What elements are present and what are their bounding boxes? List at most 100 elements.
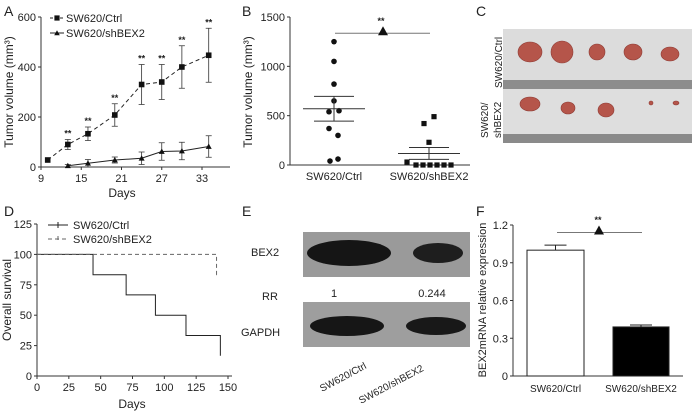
legend-label-ctrl: SW620/Ctrl xyxy=(66,13,122,25)
x-category-label: SW620/Ctrl xyxy=(530,384,581,395)
data-point xyxy=(158,148,165,154)
error-bar xyxy=(544,244,567,251)
panel-d-survival-chart: 0 25 50 75 100 125 0 25 50 75 100 125 150 Days Overall… xyxy=(0,219,237,411)
data-point xyxy=(111,112,118,118)
x-tick-label: 50 xyxy=(95,382,107,394)
data-point xyxy=(448,162,454,168)
legend-label-ctrl: SW620/Ctrl xyxy=(73,220,129,232)
significance-triangle xyxy=(378,26,388,36)
error-bar xyxy=(630,324,652,327)
legend-label-sh: SW620/shBEX2 xyxy=(73,234,152,246)
data-point xyxy=(421,120,427,127)
data-point xyxy=(138,81,145,88)
x-tick-label: 0 xyxy=(34,382,40,394)
significance-mark: ** xyxy=(205,17,213,27)
x-tick-label: 21 xyxy=(115,173,127,185)
data-point xyxy=(434,162,440,168)
mean-sem-bar xyxy=(303,95,365,122)
panel-letters: A B C D E F xyxy=(4,3,486,219)
y-tick-label: 75 xyxy=(20,280,32,292)
x-tick-label: 100 xyxy=(155,382,173,394)
x-tick-label: 15 xyxy=(75,173,87,185)
data-point xyxy=(335,132,341,139)
panel-a-tumor-growth-chart: 0 200 400 600 9 15 21 27 33 Days Tumor volume (mm³… xyxy=(2,12,230,200)
x-tick-label: 125 xyxy=(187,382,205,394)
data-point xyxy=(331,81,337,87)
x-category-label: SW620/Ctrl xyxy=(306,171,362,183)
panel-letter-d: D xyxy=(4,203,14,219)
y-tick-label: 200 xyxy=(18,112,36,124)
data-point xyxy=(413,162,419,168)
y-axis-label: Overall survival xyxy=(0,259,14,341)
x-tick-label: 33 xyxy=(196,173,208,185)
legend-label-sh: SW620/shBEX2 xyxy=(66,28,145,40)
data-point xyxy=(441,162,447,168)
data-point xyxy=(64,162,71,169)
panel-letter-b: B xyxy=(242,3,251,19)
x-tick-label: 9 xyxy=(38,173,44,185)
x-tick-label: 150 xyxy=(219,382,237,394)
data-point xyxy=(138,155,145,161)
y-tick-label: 600 xyxy=(18,12,36,24)
data-point xyxy=(111,157,118,163)
y-tick-label: 125 xyxy=(14,219,32,231)
y-tick-label: 100 xyxy=(14,249,32,261)
significance-mark: ** xyxy=(64,129,72,139)
data-point xyxy=(426,139,432,145)
data-point xyxy=(431,114,437,120)
data-point xyxy=(427,162,433,168)
legend: SW620/Ctrl SW620/shBEX2 xyxy=(50,13,145,40)
photo-row-label-sh-2: shBEX2 xyxy=(493,101,504,138)
panel-e-western-blot: BEX2 RR 1 0.244 GAPDH SW620/Ctrl SW620/s… xyxy=(241,232,470,407)
y-tick-label: 25 xyxy=(20,341,32,353)
data-point xyxy=(336,107,342,114)
data-point xyxy=(335,156,341,162)
panel-letter-e: E xyxy=(242,203,251,219)
y-tick-label: 0.9 xyxy=(493,258,508,270)
bar-shbex2 xyxy=(612,326,670,377)
data-point xyxy=(404,159,410,165)
panel-f-mrna-bar-chart: 0 0.3 0.6 0.9 1.2 BEX2mRNA relative expressio… xyxy=(477,215,683,395)
data-point xyxy=(65,141,71,148)
significance-mark: ** xyxy=(158,54,166,64)
rr-label: RR xyxy=(262,291,278,303)
significance-mark: ** xyxy=(84,116,92,126)
y-tick-label: 0.6 xyxy=(493,296,508,308)
legend-marker-ctrl xyxy=(54,15,60,21)
series-shbex2 xyxy=(64,135,212,169)
series-ctrl xyxy=(303,38,365,164)
x-tick-label: 75 xyxy=(126,382,138,394)
data-point xyxy=(205,52,212,59)
lane-label-ctrl: SW620/Ctrl xyxy=(318,361,368,395)
series-shbex2 xyxy=(398,114,460,168)
y-tick-label: 500 xyxy=(267,111,285,123)
significance-triangle xyxy=(594,225,604,235)
legend-marker-sh xyxy=(54,30,60,36)
band-label-bex2: BEX2 xyxy=(251,247,279,259)
data-point xyxy=(420,162,426,168)
photo-row-label-sh-1: SW620/ xyxy=(480,102,491,138)
y-tick-label: 1500 xyxy=(261,12,285,24)
x-category-label: SW620/shBEX2 xyxy=(390,171,469,183)
x-tick-label: 27 xyxy=(156,173,168,185)
panel-c-tumor-photo: SW620/Ctrl SW620/ shBEX2 xyxy=(480,29,692,143)
panel-letter-a: A xyxy=(4,3,14,19)
y-axis-label: Tumor volume (mm³) xyxy=(2,36,16,148)
panel-letter-c: C xyxy=(476,3,486,19)
x-axis-label: Days xyxy=(118,397,145,411)
panel-letter-f: F xyxy=(476,203,485,219)
band-label-gapdh: GAPDH xyxy=(241,327,280,339)
y-tick-label: 50 xyxy=(20,310,32,322)
data-point xyxy=(327,158,333,164)
series-ctrl: ** ** ** ** ** ** ** xyxy=(44,17,213,163)
legend: SW620/Ctrl SW620/shBEX2 xyxy=(48,220,152,246)
significance-mark: ** xyxy=(594,215,602,225)
legend-line-ctrl xyxy=(48,222,68,228)
data-point xyxy=(44,157,51,163)
y-tick-label: 0.3 xyxy=(493,333,508,345)
significance-mark: ** xyxy=(138,54,146,64)
bar-ctrl xyxy=(526,249,585,377)
data-point xyxy=(205,143,212,149)
y-axis-label: BEX2mRNA relative expression xyxy=(477,223,489,378)
